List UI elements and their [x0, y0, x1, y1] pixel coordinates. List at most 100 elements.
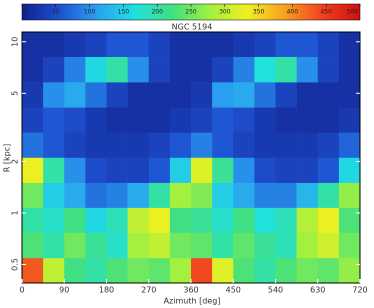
heatmap-cell: [275, 82, 297, 108]
heatmap-cell: [64, 257, 86, 284]
heatmap-cell: [254, 56, 276, 83]
heatmap-cell: [43, 157, 65, 183]
heatmap-cell: [191, 32, 213, 57]
heatmap-cell: [275, 132, 297, 158]
heatmap-cell: [106, 207, 128, 233]
heatmap-cell: [85, 257, 107, 284]
heatmap-cell: [169, 232, 192, 259]
heatmap-cell: [22, 157, 44, 183]
colorbar-tick-label: 0: [24, 9, 28, 16]
heatmap-cell: [191, 56, 213, 83]
heatmap-cell: [64, 82, 86, 108]
heatmap-cell: [212, 56, 234, 83]
heatmap-cell: [317, 107, 340, 133]
heatmap-cell: [275, 56, 297, 83]
heatmap-cell: [338, 232, 361, 259]
heatmap-cell: [254, 232, 276, 259]
heatmap-cell: [275, 157, 297, 183]
x-tick-label: 720: [352, 286, 367, 295]
heatmap-cell: [338, 157, 361, 183]
heatmap-cell: [169, 157, 192, 183]
x-tick-label: 270: [141, 286, 156, 295]
heatmap-cell: [148, 107, 171, 133]
heatmap-cell: [191, 157, 213, 183]
heatmap-cell: [338, 107, 361, 133]
heatmap-cell: [22, 257, 44, 284]
heatmap-cell: [275, 32, 297, 57]
heatmap-cell: [127, 132, 150, 158]
x-tick-label: 630: [310, 286, 325, 295]
colorbar-tick-label: 150: [118, 9, 130, 16]
heatmap-cell: [43, 232, 65, 259]
heatmap-cell: [317, 56, 340, 83]
heatmap-cell: [22, 232, 44, 259]
heatmap-cell: [64, 107, 86, 133]
heatmap-cell: [296, 82, 319, 108]
heatmap-cell: [43, 132, 65, 158]
heatmap-cell: [22, 56, 44, 83]
colorbar-tick-label: 500: [347, 9, 359, 16]
heatmap-cell: [296, 132, 319, 158]
heatmap-cell: [212, 257, 234, 284]
heatmap-cell: [338, 257, 361, 284]
x-tick-label: 360: [183, 286, 198, 295]
chart-title: NGC 5194: [172, 23, 213, 32]
colorbar-tick-label: 50: [52, 9, 60, 16]
heatmap-cell: [169, 207, 192, 233]
heatmap-cell: [22, 182, 44, 208]
heatmap-cell: [106, 182, 128, 208]
heatmap-cell: [127, 257, 150, 284]
heatmap-cell: [212, 232, 234, 259]
heatmap-cell: [254, 82, 276, 108]
heatmap-cell: [317, 82, 340, 108]
heatmap-cell: [169, 56, 192, 83]
heatmap-cell: [85, 82, 107, 108]
heatmap-cell: [296, 107, 319, 133]
heatmap-cell: [169, 32, 192, 57]
heatmap-cell: [22, 207, 44, 233]
heatmap-cell: [233, 182, 255, 208]
heatmap-cell: [212, 157, 234, 183]
heatmap-cell: [148, 132, 171, 158]
heatmap-cell: [233, 56, 255, 83]
heatmap-cell: [64, 132, 86, 158]
heatmap-cell: [233, 82, 255, 108]
heatmap-cell: [43, 257, 65, 284]
x-tick-label: 180: [99, 286, 114, 295]
heatmap-cell: [148, 157, 171, 183]
heatmap-cell: [85, 56, 107, 83]
heatmap-cell: [275, 232, 297, 259]
heatmap-cell: [148, 56, 171, 83]
heatmap-cell: [64, 232, 86, 259]
heatmap-cell: [338, 32, 361, 57]
y-tick-label: 1: [11, 210, 20, 215]
heatmap-cell: [43, 207, 65, 233]
heatmap-cell: [317, 232, 340, 259]
heatmap-cell: [254, 32, 276, 57]
heatmap-cell: [85, 132, 107, 158]
heatmap-cell: [296, 207, 319, 233]
heatmap-cell: [85, 32, 107, 57]
heatmap-cell: [127, 82, 150, 108]
heatmap-cell: [254, 207, 276, 233]
heatmap-cell: [254, 107, 276, 133]
heatmap-cell: [64, 182, 86, 208]
heatmap-cell: [22, 132, 44, 158]
heatmap-cell: [233, 132, 255, 158]
heatmap-cell: [212, 82, 234, 108]
heatmap-cell: [254, 132, 276, 158]
heatmap-cell: [233, 157, 255, 183]
heatmap-cell: [275, 107, 297, 133]
heatmap-cell: [296, 232, 319, 259]
heatmap-cell: [85, 207, 107, 233]
heatmap-cell: [338, 182, 361, 208]
x-tick-label: 90: [59, 286, 69, 295]
heatmap-cell: [233, 207, 255, 233]
heatmap-cell: [296, 157, 319, 183]
heatmap-cell: [169, 107, 192, 133]
heatmap-cell: [191, 82, 213, 108]
colorbar-tick-label: 200: [151, 9, 163, 16]
heatmap-cell: [85, 157, 107, 183]
heatmap-cell: [148, 82, 171, 108]
heatmap-cell: [338, 82, 361, 108]
